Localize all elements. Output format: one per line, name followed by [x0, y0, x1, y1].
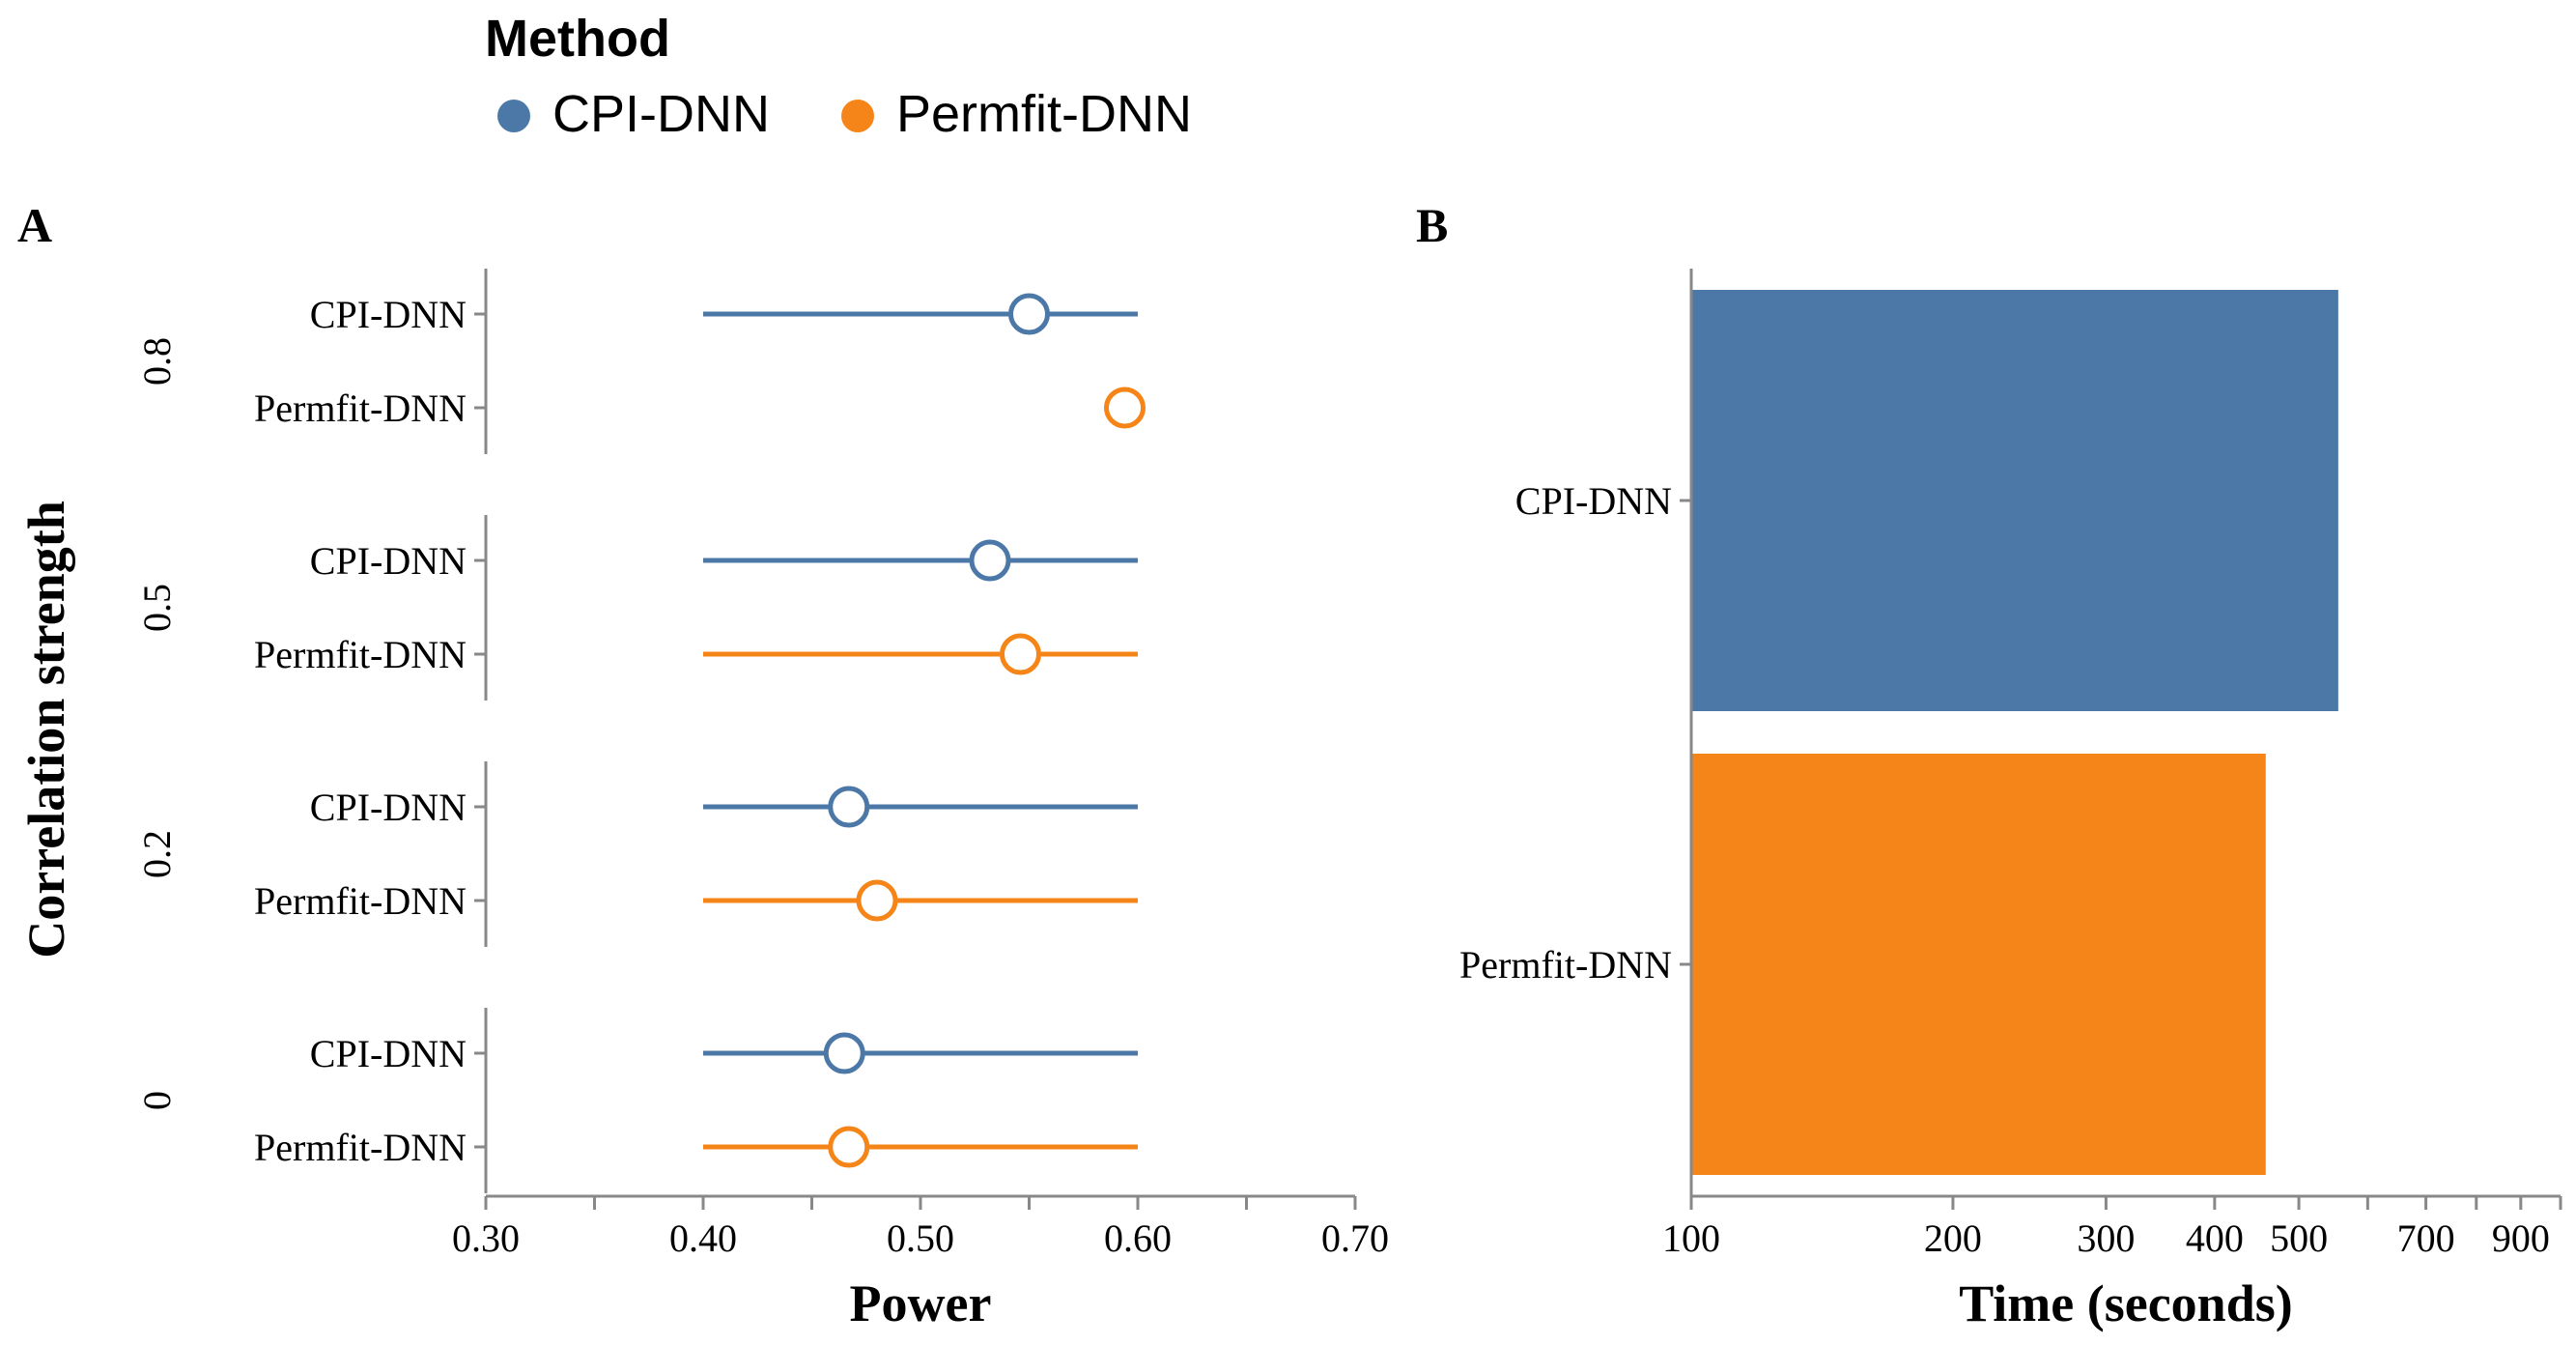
panel-a-xlabel: Power [850, 1274, 992, 1332]
power-point [969, 539, 1011, 582]
time-bar [1691, 754, 2266, 1175]
group-label: 0.8 [135, 337, 179, 386]
x-tick-label: 500 [2270, 1216, 2328, 1260]
power-point [823, 1032, 865, 1074]
legend-swatch-cpi [497, 100, 530, 132]
time-bar [1691, 290, 2338, 711]
x-tick-label: 400 [2186, 1216, 2244, 1260]
power-point [1104, 386, 1146, 429]
x-tick-label: 0.30 [452, 1216, 520, 1260]
row-label: CPI-DNN [310, 786, 467, 829]
legend-swatch-permfit [841, 100, 874, 132]
legend-label-permfit: Permfit-DNN [896, 85, 1192, 143]
x-tick-label: 900 [2492, 1216, 2550, 1260]
panel-a-letter: A [17, 198, 52, 252]
power-point [828, 1126, 870, 1168]
row-label: Permfit-DNN [254, 633, 467, 676]
row-label: CPI-DNN [310, 539, 467, 583]
panel-a-power: Correlation strength Power 0.8 CPI-DNN Per… [17, 269, 1389, 1332]
x-tick-label: 300 [2077, 1216, 2135, 1260]
x-tick-label: 0.60 [1104, 1216, 1172, 1260]
x-tick-label: 200 [1924, 1216, 1982, 1260]
x-tick-label: 0.50 [887, 1216, 954, 1260]
power-point [856, 879, 898, 922]
row-label: CPI-DNN [310, 293, 467, 336]
power-point [828, 786, 870, 828]
group-label: 0 [135, 1091, 179, 1110]
x-tick-label: 0.40 [669, 1216, 737, 1260]
row-label: Permfit-DNN [254, 386, 467, 430]
group-label: 0.5 [135, 584, 179, 632]
power-point [1000, 633, 1041, 675]
legend: Method CPI-DNN Permfit-DNN [485, 10, 1192, 143]
legend-title: Method [485, 10, 670, 68]
row-label: Permfit-DNN [254, 1126, 467, 1169]
power-point [1008, 293, 1050, 335]
group-label: 0.2 [135, 830, 179, 878]
row-label: CPI-DNN [310, 1032, 467, 1075]
panel-a-ylabel: Correlation strength [17, 501, 75, 958]
x-tick-label: 700 [2397, 1216, 2455, 1260]
x-tick-label: 100 [1662, 1216, 1720, 1260]
row-label: Permfit-DNN [254, 879, 467, 923]
legend-label-cpi: CPI-DNN [552, 85, 770, 143]
panel-b-time: Time (seconds) CPI-DNN Permfit-DNN 100 200 3… [1459, 269, 2562, 1332]
x-tick-label: 0.70 [1321, 1216, 1389, 1260]
category-label: Permfit-DNN [1459, 943, 1672, 987]
panel-b-letter: B [1416, 198, 1448, 252]
panel-b-xlabel: Time (seconds) [1959, 1274, 2293, 1332]
category-label: CPI-DNN [1515, 479, 1672, 523]
